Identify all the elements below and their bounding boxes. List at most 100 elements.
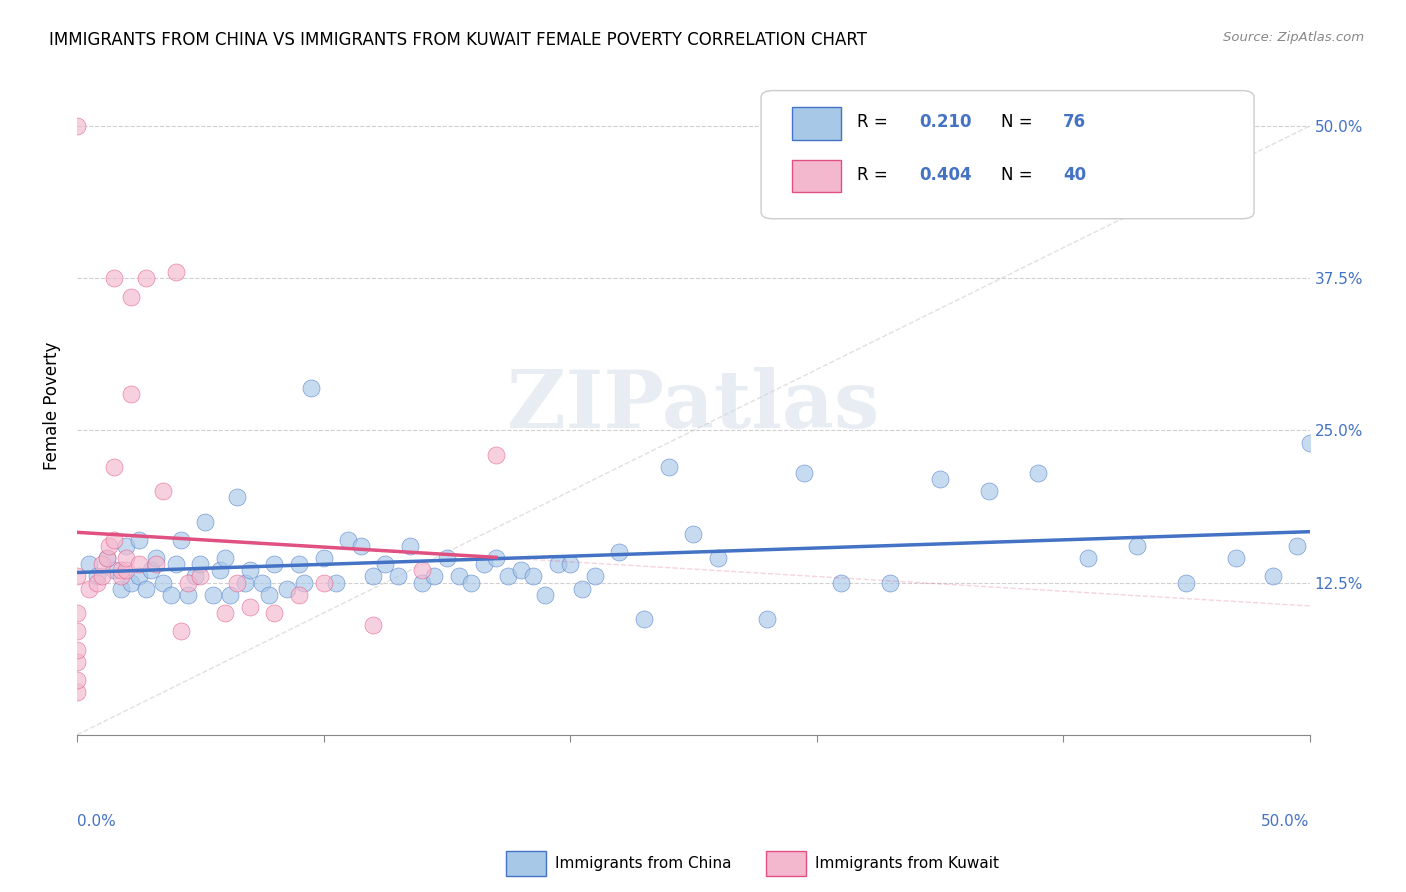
Point <box>292 575 315 590</box>
Point <box>66 673 89 687</box>
Point <box>214 551 236 566</box>
Point <box>66 569 89 583</box>
Point <box>472 558 495 572</box>
Point <box>201 588 224 602</box>
Text: 0.210: 0.210 <box>920 113 972 131</box>
Point <box>239 599 262 614</box>
Point <box>522 569 544 583</box>
Point <box>498 569 520 583</box>
Point <box>1077 551 1099 566</box>
Point <box>177 588 200 602</box>
Point <box>128 533 150 547</box>
Point <box>276 582 298 596</box>
Point <box>79 558 101 572</box>
Text: IMMIGRANTS FROM CHINA VS IMMIGRANTS FROM KUWAIT FEMALE POVERTY CORRELATION CHART: IMMIGRANTS FROM CHINA VS IMMIGRANTS FROM… <box>49 31 868 49</box>
Point <box>233 575 256 590</box>
Point <box>793 466 815 480</box>
Point <box>325 575 347 590</box>
Point <box>288 558 311 572</box>
Text: R =: R = <box>858 166 893 184</box>
Text: ZIPatlas: ZIPatlas <box>508 368 879 445</box>
Point <box>219 588 242 602</box>
Point <box>86 575 108 590</box>
Text: Immigrants from China: Immigrants from China <box>555 856 733 871</box>
Point <box>571 582 593 596</box>
Point <box>110 582 132 596</box>
Point <box>177 575 200 590</box>
Point <box>263 558 285 572</box>
Point <box>86 569 108 583</box>
Text: Immigrants from Kuwait: Immigrants from Kuwait <box>815 856 1000 871</box>
Point <box>120 575 142 590</box>
Point <box>361 569 384 583</box>
Point <box>449 569 471 583</box>
Text: 50.0%: 50.0% <box>1261 814 1309 829</box>
Point <box>96 551 118 566</box>
Point <box>682 527 704 541</box>
Point <box>214 606 236 620</box>
Point <box>90 558 112 572</box>
Point <box>411 563 433 577</box>
Point <box>558 558 581 572</box>
Point <box>194 515 217 529</box>
Point <box>165 265 187 279</box>
Point <box>103 459 125 474</box>
Point <box>658 459 681 474</box>
FancyBboxPatch shape <box>792 107 841 140</box>
Point <box>120 289 142 303</box>
Point <box>103 271 125 285</box>
Point <box>66 606 89 620</box>
Point <box>288 588 311 602</box>
Point <box>152 484 174 499</box>
Point <box>707 551 730 566</box>
Point <box>977 484 1000 499</box>
Point <box>115 539 138 553</box>
Point <box>135 271 157 285</box>
Point <box>250 575 273 590</box>
Point <box>115 551 138 566</box>
Point <box>485 448 508 462</box>
Point <box>66 642 89 657</box>
Point <box>66 655 89 669</box>
Point <box>209 563 232 577</box>
Point <box>66 624 89 639</box>
Point <box>159 588 181 602</box>
Point <box>79 582 101 596</box>
Point <box>239 563 262 577</box>
Point <box>879 575 901 590</box>
Point <box>110 563 132 577</box>
Point <box>337 533 360 547</box>
Point <box>145 558 167 572</box>
Point <box>226 575 249 590</box>
Y-axis label: Female Poverty: Female Poverty <box>44 342 60 470</box>
Point <box>387 569 409 583</box>
Point <box>312 551 335 566</box>
Point <box>115 563 138 577</box>
Point <box>374 558 396 572</box>
Text: R =: R = <box>858 113 893 131</box>
Point <box>756 612 779 626</box>
Point <box>66 119 89 133</box>
Point <box>547 558 569 572</box>
FancyBboxPatch shape <box>761 91 1254 219</box>
Point <box>226 491 249 505</box>
Point <box>169 624 191 639</box>
Point <box>361 618 384 632</box>
Point <box>583 569 606 583</box>
Point <box>110 569 132 583</box>
Text: 76: 76 <box>1063 113 1087 131</box>
Text: N =: N = <box>1001 166 1038 184</box>
Point <box>184 569 207 583</box>
Point <box>98 539 121 553</box>
Point <box>485 551 508 566</box>
Point <box>103 563 125 577</box>
Point <box>135 582 157 596</box>
Point <box>145 551 167 566</box>
Text: 40: 40 <box>1063 166 1087 184</box>
Point <box>349 539 371 553</box>
Point <box>263 606 285 620</box>
Point <box>609 545 631 559</box>
Point <box>928 472 950 486</box>
FancyBboxPatch shape <box>792 160 841 193</box>
Point <box>66 685 89 699</box>
